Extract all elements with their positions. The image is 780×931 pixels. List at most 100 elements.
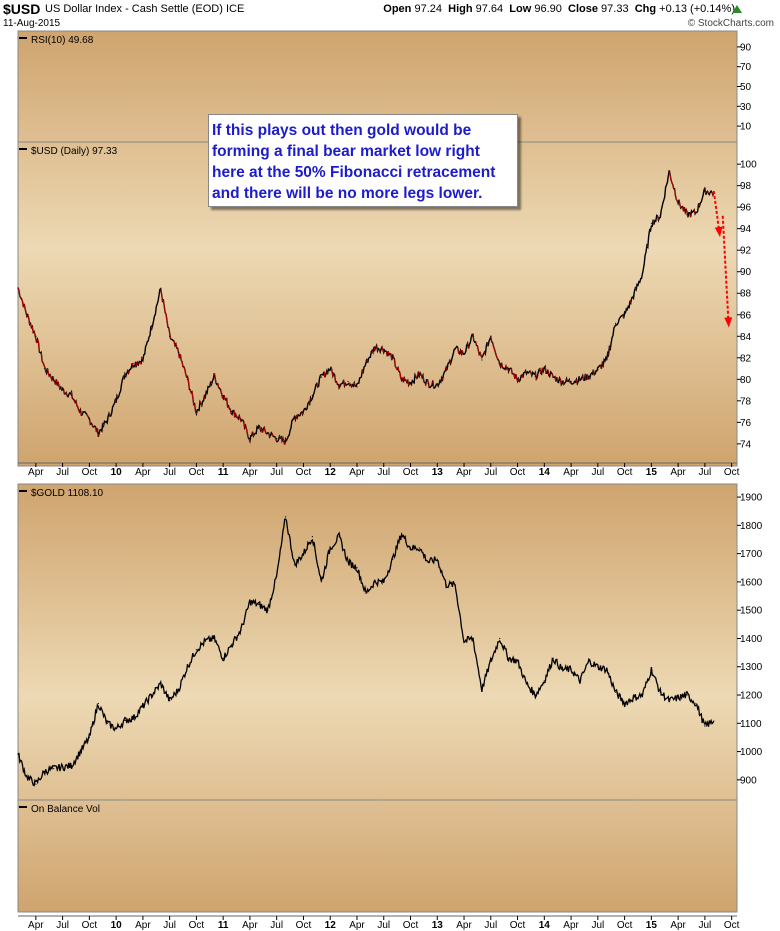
data-point	[160, 288, 162, 290]
data-point	[70, 394, 73, 397]
high-value: 97.64	[475, 3, 504, 15]
x-tick-label: 12	[325, 467, 337, 478]
low-value: 96.90	[534, 3, 562, 15]
open-label: Open	[383, 3, 412, 15]
data-point	[499, 637, 501, 640]
data-point	[133, 717, 135, 719]
x-tick-label: 11	[218, 920, 229, 931]
x-tick-label: Oct	[617, 920, 633, 931]
low-label: Low	[509, 3, 532, 15]
y-tick-label: 1900	[740, 493, 763, 504]
data-point	[632, 697, 635, 699]
chart-header: $USD US Dollar Index - Cash Settle (EOD)…	[0, 0, 780, 31]
data-point	[302, 553, 305, 555]
x-tick-label: Oct	[189, 920, 205, 931]
data-point	[427, 561, 429, 563]
data-point	[534, 694, 536, 696]
panel-label: $GOLD 1108.10	[31, 488, 104, 499]
y-tick-label: 74	[740, 439, 752, 450]
y-tick-label: 86	[740, 310, 752, 321]
data-point	[142, 359, 144, 361]
data-point	[338, 384, 340, 386]
data-point	[490, 660, 492, 662]
x-tick-label: 11	[218, 467, 229, 478]
x-tick-label: Jul	[270, 467, 283, 478]
data-point	[525, 372, 528, 374]
x-tick-label: Oct	[510, 467, 526, 478]
data-point	[240, 418, 242, 420]
data-point	[329, 547, 331, 549]
data-point	[374, 581, 376, 583]
data-point	[508, 367, 510, 370]
x-tick-label: 15	[646, 920, 658, 931]
data-point	[53, 378, 55, 380]
y-tick-label: 82	[740, 353, 752, 364]
x-tick-label: Jul	[698, 920, 711, 931]
up-arrow-icon	[732, 5, 742, 13]
data-point	[151, 694, 153, 696]
symbol-description: US Dollar Index - Cash Settle (EOD) ICE	[45, 3, 244, 15]
data-point	[597, 369, 599, 371]
data-point	[44, 367, 46, 370]
data-point	[249, 437, 251, 440]
y-tick-label: 78	[740, 396, 752, 407]
data-point	[356, 386, 358, 388]
data-point	[499, 362, 501, 364]
y-tick-label: 92	[740, 246, 752, 257]
data-point	[445, 370, 447, 372]
data-point	[427, 383, 429, 385]
x-tick-label: Oct	[403, 467, 419, 478]
data-point	[222, 657, 224, 659]
x-tick-label: Jul	[163, 920, 176, 931]
data-point	[88, 418, 90, 420]
data-point	[624, 702, 626, 705]
x-tick-label: 10	[111, 920, 123, 931]
panel-label: On Balance Vol	[31, 804, 100, 815]
data-point	[347, 561, 349, 563]
data-point	[356, 567, 358, 569]
data-point	[490, 335, 492, 337]
data-point	[579, 680, 581, 682]
x-tick-label: Jul	[591, 467, 604, 478]
data-point	[17, 287, 19, 289]
data-point	[79, 750, 82, 753]
data-point	[579, 378, 581, 380]
data-point	[668, 700, 670, 702]
projection-arrowhead	[714, 226, 723, 238]
x-tick-label: Jul	[377, 467, 390, 478]
data-point	[311, 394, 313, 397]
data-point	[338, 536, 340, 538]
data-point	[677, 697, 679, 699]
x-tick-label: Apr	[349, 920, 365, 931]
lower-panel-bg	[17, 483, 738, 913]
data-point	[195, 649, 198, 651]
data-point	[383, 348, 385, 350]
data-point	[169, 335, 171, 337]
data-point	[659, 215, 661, 217]
data-point	[276, 437, 278, 440]
data-point	[320, 376, 322, 378]
data-point	[534, 375, 536, 377]
data-point	[186, 666, 189, 668]
y-tick-label: 1000	[740, 747, 763, 758]
data-point	[115, 728, 117, 730]
x-tick-label: Jul	[698, 467, 711, 478]
data-point	[463, 352, 465, 355]
y-tick-label: 98	[740, 181, 752, 192]
x-tick-label: 10	[111, 467, 123, 478]
data-point	[392, 558, 394, 560]
data-point	[606, 668, 608, 671]
y-tick-label: 94	[740, 224, 752, 235]
data-point	[302, 410, 305, 413]
x-tick-label: Jul	[377, 920, 390, 931]
data-point	[106, 419, 108, 421]
x-tick-label: Jul	[163, 467, 176, 478]
data-point	[267, 609, 269, 611]
data-point	[97, 702, 99, 705]
y-tick-label: 1200	[740, 691, 763, 702]
data-point	[285, 516, 287, 518]
data-point	[668, 171, 670, 173]
data-point	[445, 584, 447, 586]
symbol: $USD	[3, 1, 41, 17]
data-point	[231, 410, 233, 413]
